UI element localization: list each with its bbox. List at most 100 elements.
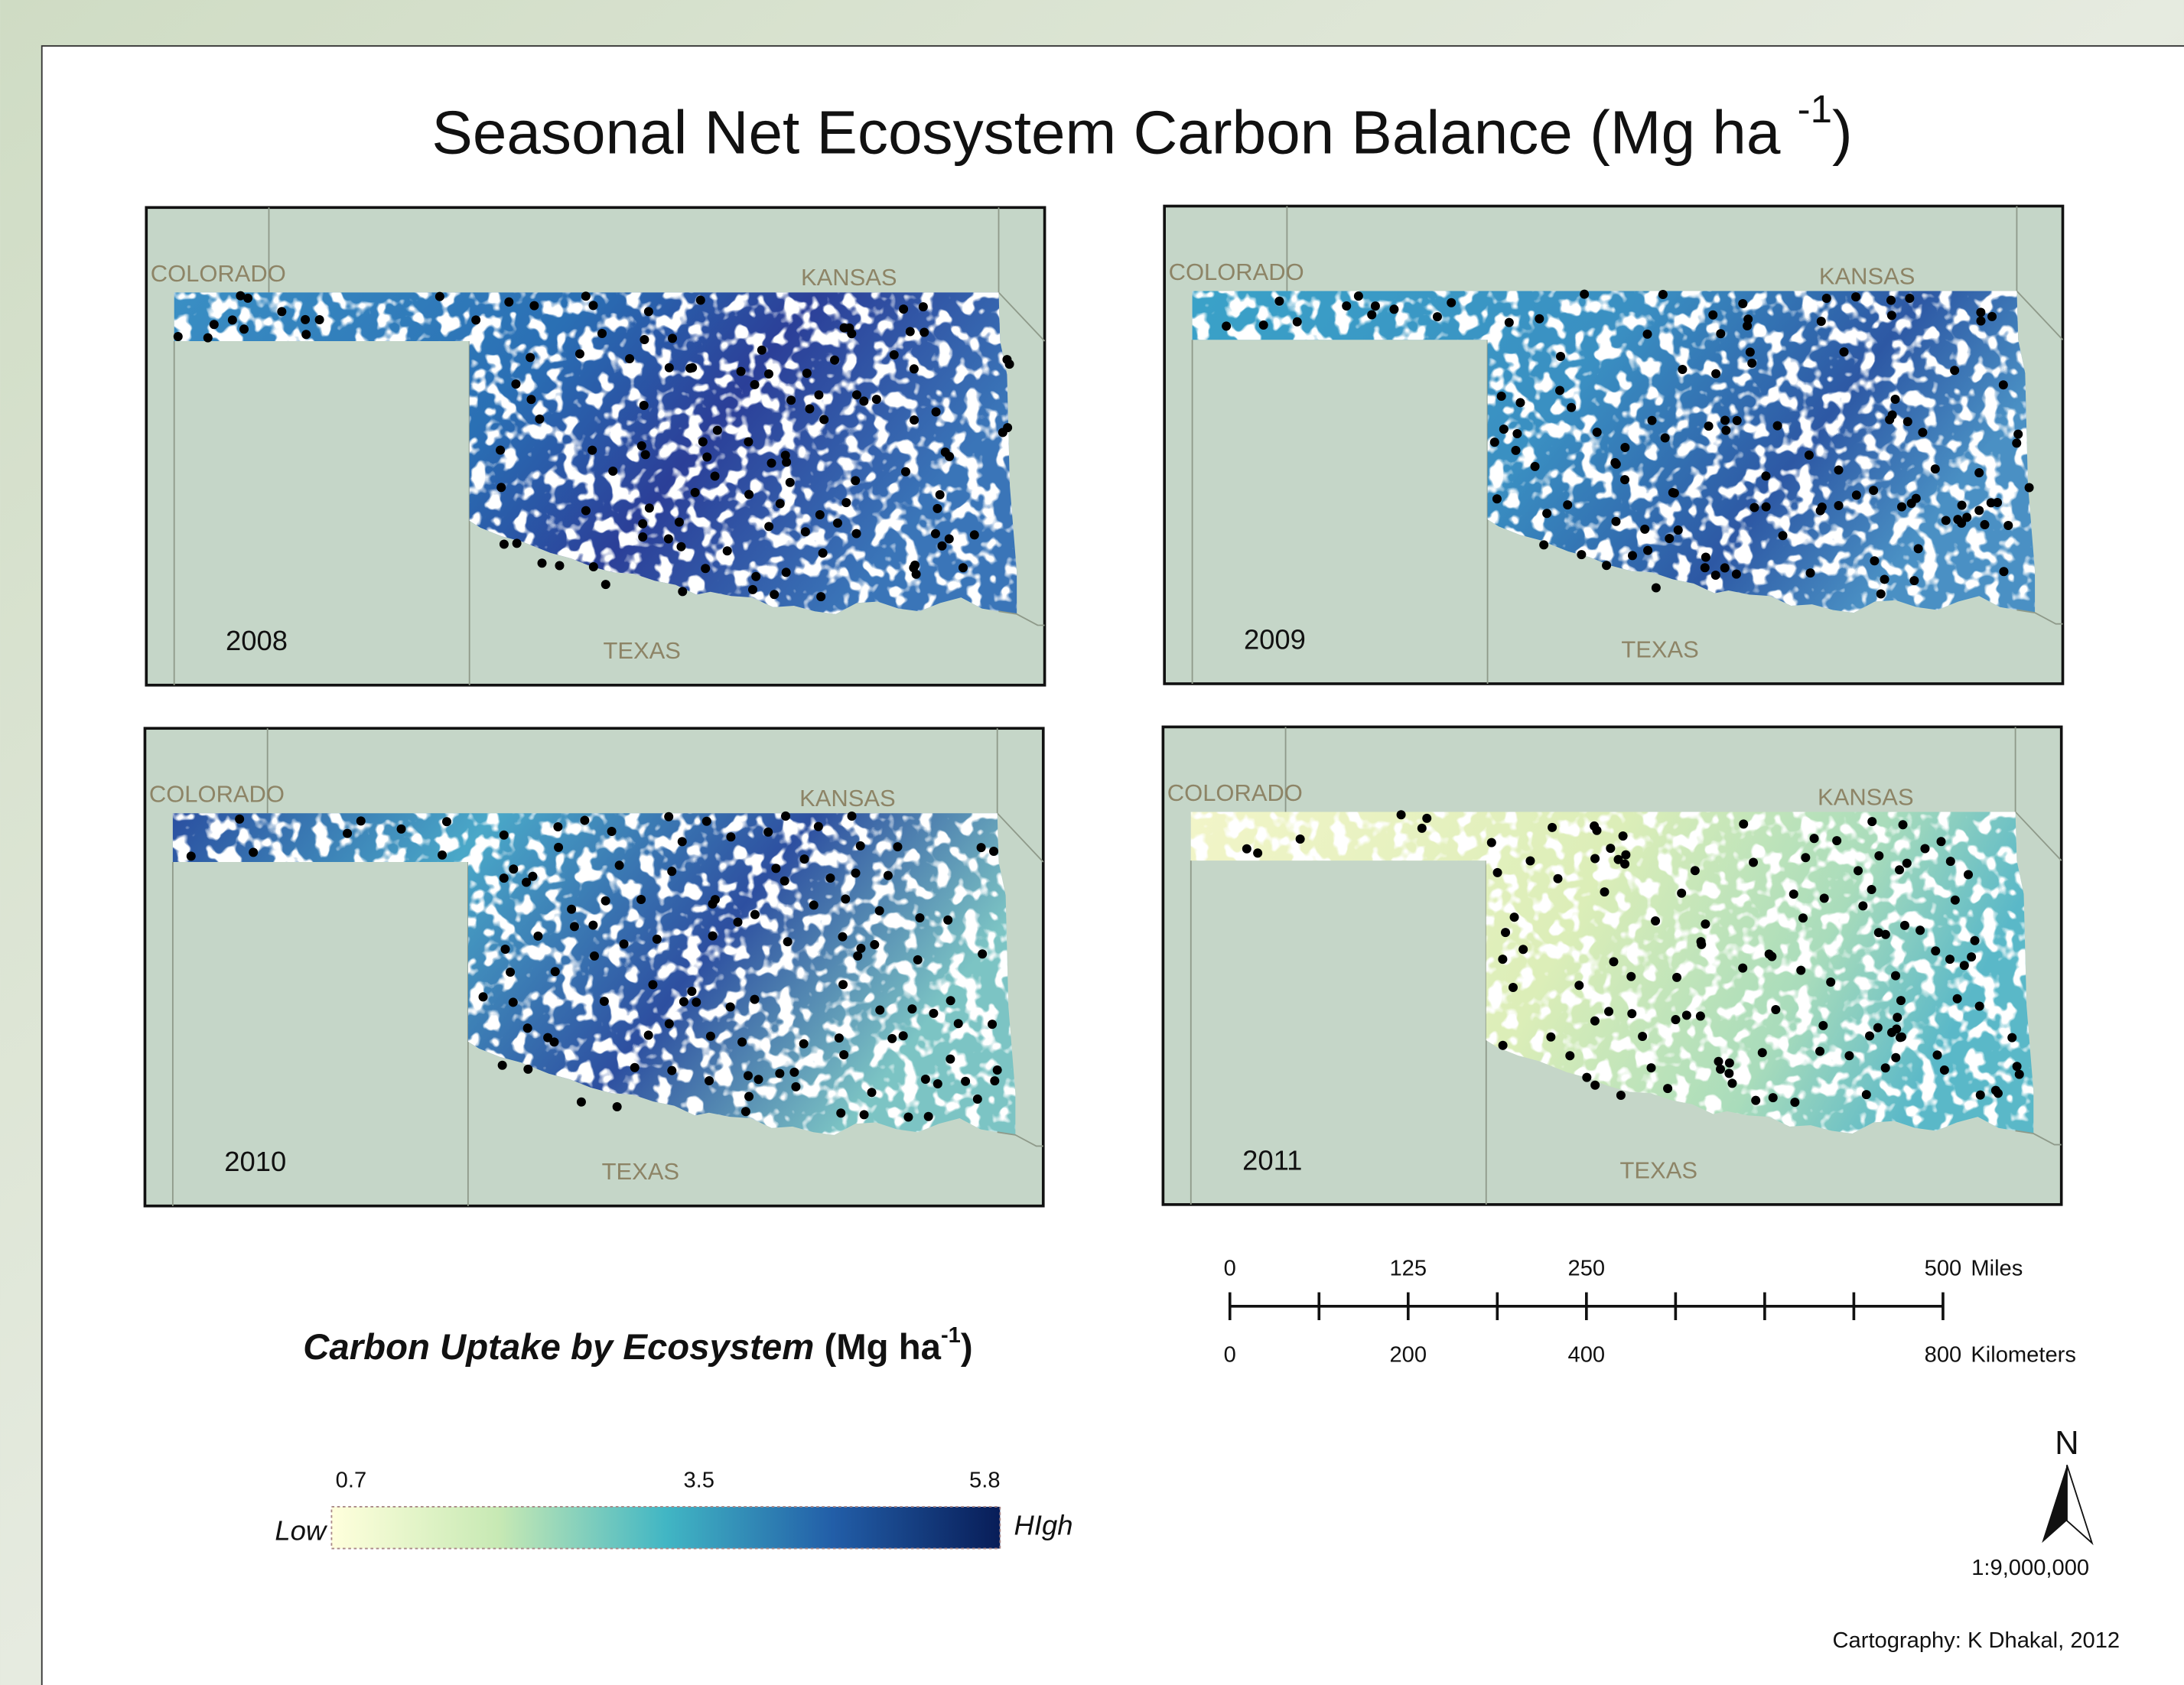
station [526,395,535,404]
station [750,910,760,919]
station [845,324,854,333]
station [641,450,650,459]
station [1397,810,1406,819]
station [825,873,835,883]
station [815,510,825,519]
station [1535,314,1544,324]
station [676,542,685,551]
station [901,467,910,477]
station [884,871,893,880]
station [1556,352,1565,361]
station [838,980,848,989]
station [782,568,791,577]
station [1762,503,1771,512]
station [833,519,842,528]
station [899,1031,908,1040]
state-label: KANSAS [799,785,896,812]
legend-high: HIgh [1014,1509,1073,1540]
station [800,854,809,864]
station [1747,359,1756,368]
station [1606,844,1615,853]
station [678,837,687,846]
station [589,562,598,571]
station [1627,1009,1636,1018]
station [1293,317,1302,327]
station [838,932,847,942]
station [235,815,244,824]
station [978,949,987,958]
station [580,816,589,825]
station [1953,994,1962,1004]
legend-superscript: -1 [941,1323,961,1348]
station [1651,916,1660,925]
station [946,996,955,1005]
station [1721,426,1730,435]
station [1626,972,1636,981]
station [770,590,779,599]
station [513,538,522,548]
station [1751,1096,1760,1105]
station [1577,550,1586,559]
station [210,320,219,329]
station [500,831,509,840]
station [1727,1078,1736,1088]
scale-kilometers-label: 200 [1389,1343,1427,1368]
station [590,951,599,961]
station [890,350,899,359]
station [625,354,634,363]
station [1682,1010,1691,1020]
station [931,529,940,538]
station [1616,1091,1626,1100]
scale-miles-label: 125 [1389,1257,1427,1281]
station [1493,868,1502,877]
station [852,390,861,399]
station [1771,1005,1780,1014]
station [848,812,857,821]
station [523,1065,532,1074]
station [1720,563,1730,572]
station [943,916,952,925]
station [1907,499,1916,508]
station [1960,961,1969,970]
station [711,895,720,904]
station [2003,521,2013,530]
station [1867,885,1876,894]
station [1854,866,1863,875]
station [2025,483,2034,492]
station [203,333,213,343]
station [1724,1069,1733,1078]
station [608,467,617,476]
station [607,827,617,836]
station [1501,928,1510,937]
scale-miles-unit: Miles [1971,1257,2023,1281]
station [187,851,196,860]
station [929,1009,938,1018]
station [1613,855,1623,864]
station [737,367,746,376]
station [906,327,915,336]
station [615,860,624,870]
station [711,472,720,481]
station [875,906,884,916]
station [1646,1063,1655,1072]
station [919,327,929,337]
station [1531,462,1540,471]
legend-tick-label: 0.7 [336,1468,367,1492]
station [998,428,1007,437]
station [708,932,718,941]
station [751,572,760,581]
station [301,330,311,339]
station [174,332,183,341]
station [1628,551,1637,560]
station [783,937,793,946]
station [799,1039,809,1049]
station [1971,936,1980,945]
station [577,1098,586,1107]
station [2013,1062,2022,1071]
station [435,292,444,301]
station [856,841,865,851]
station [1648,416,1657,425]
station [841,498,851,507]
station [504,298,513,307]
station [496,446,505,455]
